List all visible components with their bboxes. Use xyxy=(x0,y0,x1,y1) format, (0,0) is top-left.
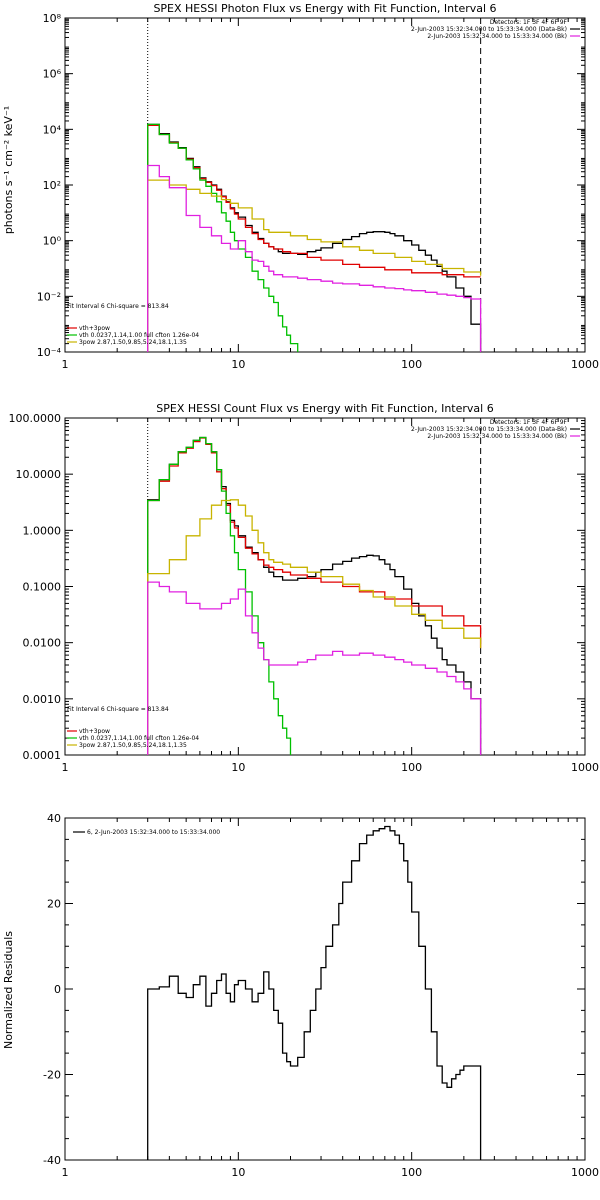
photon-flux-panel: SPEX HESSI Photon Flux vs Energy with Fi… xyxy=(2,2,599,371)
fit-legend-header: Fit Interval 6 Chi-square = 813.84 xyxy=(67,303,169,310)
y-tick-label: 0 xyxy=(54,983,61,996)
y-tick-label: -40 xyxy=(43,1154,61,1167)
y-tick-label: 10⁻² xyxy=(37,290,61,303)
y-tick-label: 10⁶ xyxy=(43,68,62,81)
y-tick-label: -20 xyxy=(43,1069,61,1082)
y-tick-label: 0.1000 xyxy=(23,581,62,594)
legend-entry-text: vth+3pow xyxy=(79,728,110,735)
x-tick-label: 1000 xyxy=(571,358,599,371)
legend-entry-text: 3pow 2.87,1.50,9.85,5.24,18.1,1.35 xyxy=(79,742,187,749)
series-line xyxy=(147,179,482,352)
legend-entry-text: Detectors: 1F 3F 4F 6F 9F xyxy=(490,19,568,26)
legend-entry-text: Detectors: 1F 3F 4F 6F 9F xyxy=(490,419,568,426)
series-line xyxy=(147,437,482,755)
plot-frame xyxy=(64,17,586,353)
y-tick-label: 20 xyxy=(47,898,61,911)
plot-frame xyxy=(64,817,586,1161)
series-line xyxy=(147,123,299,352)
y-tick-label: 0.0010 xyxy=(23,693,62,706)
legend-entry-text: 2-Jun-2003 15:32:34.000 to 15:33:34.000 … xyxy=(427,33,567,40)
legend-entry-text: 3pow 2.87,1.50,9.85,5.24,18.1,1.35 xyxy=(79,339,187,346)
y-tick-label: 10⁰ xyxy=(43,235,62,248)
series-line xyxy=(147,164,482,352)
x-tick-label: 1000 xyxy=(571,761,599,774)
x-tick-label: 1 xyxy=(62,761,69,774)
legend-entry-text: vth 0.0237,1.14,1.00 full cfton 1.26e-04 xyxy=(79,735,199,742)
photon-flux-ylabel: photons s⁻¹ cm⁻² keV⁻¹ xyxy=(2,106,15,234)
series-line xyxy=(147,825,482,1160)
y-tick-label: 40 xyxy=(47,812,61,825)
y-tick-label: 0.0100 xyxy=(23,637,62,650)
series-line xyxy=(147,124,481,352)
series-line xyxy=(147,123,482,352)
x-tick-label: 10 xyxy=(231,1166,245,1179)
fit-legend-header: Fit Interval 6 Chi-square = 813.84 xyxy=(67,706,169,713)
x-tick-label: 10 xyxy=(231,358,245,371)
y-tick-label: 0.0001 xyxy=(23,749,62,762)
y-tick-label: 1.0000 xyxy=(23,524,62,537)
series-line xyxy=(147,436,292,755)
count-flux-title: SPEX HESSI Count Flux vs Energy with Fit… xyxy=(156,402,493,415)
legend-entry-text: vth+3pow xyxy=(79,325,110,332)
legend-entry-text: 2-Jun-2003 15:32:34.000 to 15:33:34.000 … xyxy=(411,426,567,433)
y-tick-label: 10² xyxy=(43,179,61,192)
x-tick-label: 1 xyxy=(62,358,69,371)
series-line xyxy=(147,436,482,755)
x-tick-label: 100 xyxy=(401,1166,422,1179)
plot-frame xyxy=(64,417,586,756)
y-tick-label: 100.0000 xyxy=(9,412,62,425)
photon-flux-title: SPEX HESSI Photon Flux vs Energy with Fi… xyxy=(153,2,496,15)
legend-entry-text: 6, 2-Jun-2003 15:32:34.000 to 15:33:34.0… xyxy=(87,829,220,836)
x-tick-label: 1 xyxy=(62,1166,69,1179)
legend-entry-text: 2-Jun-2003 15:32:34.000 to 15:33:34.000 … xyxy=(411,26,567,33)
y-tick-label: 10⁻⁴ xyxy=(37,346,62,359)
series-line xyxy=(147,581,482,755)
x-tick-label: 10 xyxy=(231,761,245,774)
y-tick-label: 10⁴ xyxy=(43,123,62,136)
legend-entry-text: vth 0.0237,1.14,1.00 full cfton 1.26e-04 xyxy=(79,332,199,339)
count-flux-panel: SPEX HESSI Count Flux vs Energy with Fit… xyxy=(9,402,600,774)
x-tick-label: 1000 xyxy=(571,1166,599,1179)
y-tick-label: 10.0000 xyxy=(16,468,62,481)
residuals-ylabel: Normalized Residuals xyxy=(2,931,15,1049)
x-tick-label: 100 xyxy=(401,761,422,774)
residuals-panel: Normalized Residuals 1 10 100 1000 -40 -20 0 20… xyxy=(2,812,599,1179)
x-tick-label: 100 xyxy=(401,358,422,371)
legend-entry-text: 2-Jun-2003 15:32:34.000 to 15:33:34.000 … xyxy=(427,433,567,440)
y-tick-label: 10⁸ xyxy=(43,12,62,25)
series-line xyxy=(147,499,482,755)
